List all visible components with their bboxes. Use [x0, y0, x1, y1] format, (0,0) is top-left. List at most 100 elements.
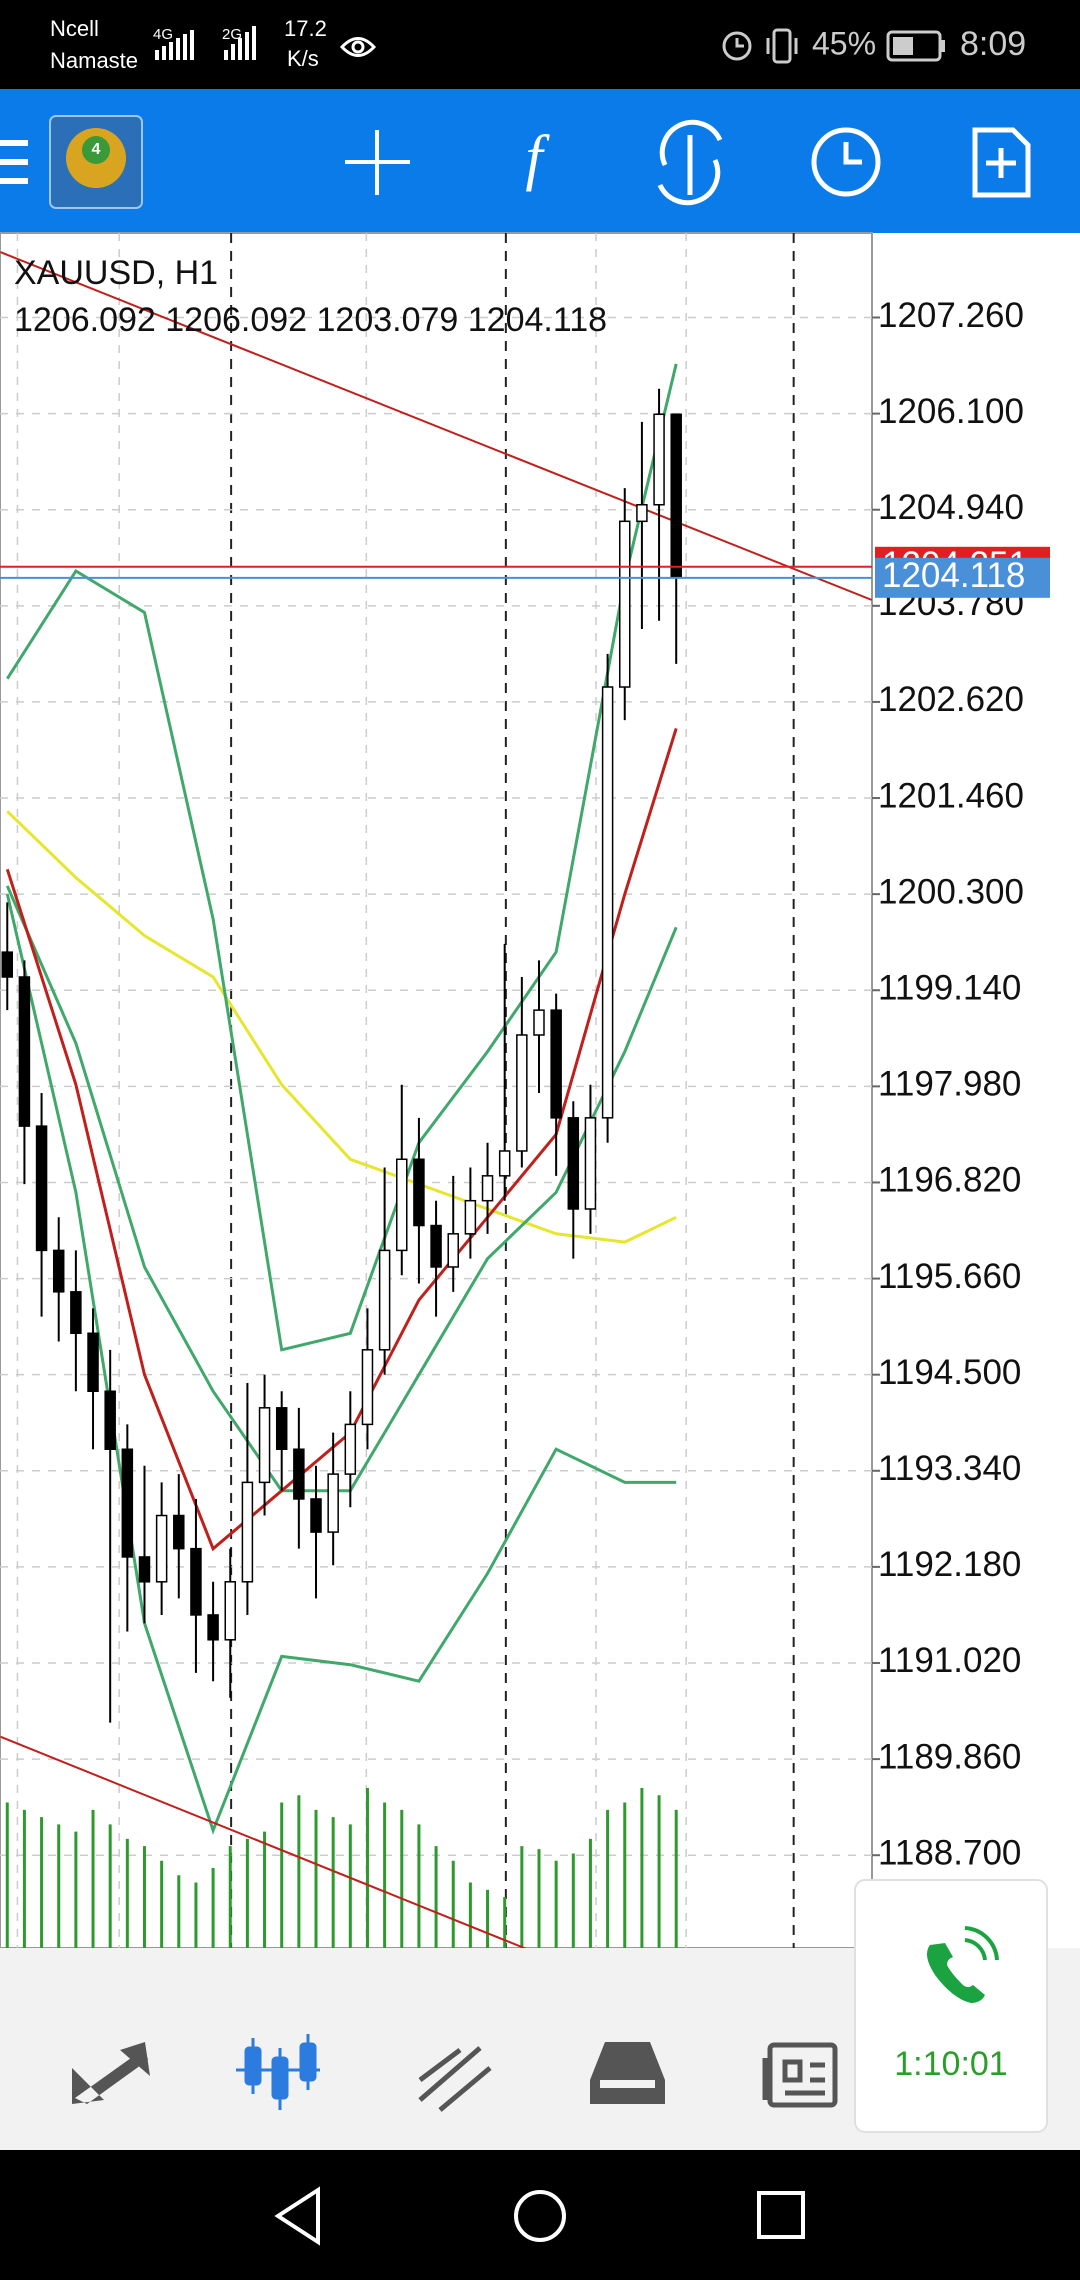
- y-tick-label: 1192.180: [878, 1545, 1021, 1584]
- candle-body: [310, 1498, 322, 1533]
- status-bar: [0, 0, 1080, 89]
- system-nav: [0, 2150, 1080, 2280]
- new-order-button[interactable]: [972, 127, 1031, 198]
- candle-body: [670, 413, 682, 579]
- ohlc-label: 1206.092 1206.092 1203.079 1204.118: [14, 301, 607, 339]
- system-nav-buttons[interactable]: [274, 2186, 805, 2246]
- candle-body: [155, 1514, 168, 1583]
- candle-body: [430, 1224, 442, 1268]
- candle-body: [35, 1125, 48, 1252]
- crosshair-button[interactable]: [345, 130, 410, 195]
- y-tick-label: 1207.260: [878, 296, 1024, 335]
- plot-content: [0, 233, 872, 1948]
- candle-body: [447, 1233, 459, 1268]
- net-type: 2G: [222, 26, 242, 43]
- plot-background: [0, 232, 873, 1949]
- trendline: [0, 251, 872, 601]
- indicator-line: [6, 363, 678, 1352]
- candle-body: [104, 1390, 116, 1450]
- carrier2: Namaste: [50, 48, 138, 73]
- call-timer: 1:10:01: [894, 2045, 1007, 2083]
- candle-body: [533, 1009, 545, 1036]
- trendline: [0, 1735, 527, 1948]
- candle-body: [413, 1158, 425, 1227]
- call-icon: [926, 1943, 985, 2003]
- candle-body: [327, 1473, 339, 1533]
- net-type: 4G: [153, 26, 173, 43]
- indicator-line: [6, 810, 677, 1244]
- candle-body: [516, 1034, 528, 1152]
- history-tab[interactable]: [590, 2042, 665, 2104]
- app-icon[interactable]: 4: [49, 115, 143, 209]
- call-icon-waves: [964, 1926, 999, 1961]
- candle-body: [207, 1614, 219, 1641]
- candle-body: [18, 976, 31, 1127]
- candle-body: [653, 413, 665, 506]
- svg-text:4: 4: [92, 141, 101, 158]
- bid-label: 1204.118: [882, 556, 1025, 595]
- y-tick-label: 1196.820: [878, 1161, 1021, 1200]
- candle-body: [190, 1547, 202, 1616]
- candle-body: [1, 951, 14, 978]
- carrier: Ncell: [50, 16, 99, 41]
- menu-button[interactable]: [0, 140, 28, 184]
- news-tab[interactable]: [762, 2042, 838, 2108]
- candle-body: [481, 1175, 494, 1202]
- candle-body: [241, 1481, 254, 1583]
- y-tick-label: 1188.700: [878, 1833, 1021, 1872]
- trade-tab[interactable]: [418, 2046, 492, 2112]
- bid-label-box: [875, 557, 1050, 598]
- alarm-vibrate-icons: [722, 28, 798, 64]
- y-tick-label: 1191.020: [878, 1641, 1021, 1680]
- candle-body: [361, 1349, 374, 1426]
- candle-body: [138, 1556, 151, 1583]
- net-speed-unit: K/s: [287, 46, 319, 71]
- candle-body: [378, 1249, 391, 1351]
- symbol-label: XAUUSD, H1: [14, 254, 218, 292]
- y-tick-label: 1202.620: [878, 680, 1024, 719]
- candle-body: [121, 1448, 134, 1558]
- y-tick-label: 1200.300: [878, 872, 1024, 911]
- candle-body: [396, 1158, 408, 1252]
- quotes-tab[interactable]: [72, 2042, 150, 2104]
- candle-body: [584, 1117, 597, 1210]
- y-tick-label: 1206.100: [878, 392, 1024, 431]
- net-speed: 17.2: [284, 16, 327, 41]
- candle-body: [87, 1332, 99, 1392]
- y-tick-label: 1204.940: [878, 488, 1024, 527]
- y-tick-label: 1199.140: [878, 969, 1021, 1008]
- candle-body: [636, 503, 648, 523]
- clock: 8:09: [960, 25, 1026, 63]
- candle-body: [619, 520, 631, 688]
- candle-body: [464, 1199, 477, 1235]
- toolbar: [0, 89, 1080, 233]
- candle-body: [173, 1514, 185, 1550]
- timeframe-button[interactable]: [811, 127, 881, 197]
- y-tick-label: 1197.980: [878, 1065, 1021, 1104]
- battery-icon: [886, 30, 945, 62]
- battery-level: 45%: [812, 25, 876, 61]
- candle-body: [293, 1448, 305, 1500]
- candle-body: [224, 1581, 237, 1641]
- candle-body: [601, 686, 614, 1119]
- y-tick-label: 1189.860: [878, 1737, 1021, 1776]
- candle-body: [275, 1407, 288, 1450]
- candle-body: [70, 1291, 82, 1335]
- candle-body: [567, 1117, 580, 1210]
- candle-body: [258, 1407, 271, 1484]
- candle-body: [52, 1249, 65, 1293]
- signal-icons: [155, 26, 256, 60]
- y-tick-label: 1195.660: [878, 1257, 1021, 1296]
- chart-tab[interactable]: [236, 2034, 320, 2110]
- y-tick-label: 1193.340: [878, 1449, 1021, 1488]
- candle-body: [344, 1423, 357, 1475]
- candle-body: [498, 1150, 511, 1177]
- y-tick-label: 1194.500: [878, 1353, 1021, 1392]
- trade-button[interactable]: [657, 119, 723, 206]
- chart-area: 1207.2601206.1001204.9401203.7801202.620…: [0, 232, 1050, 1991]
- candle-body: [550, 1009, 562, 1119]
- y-tick-label: 1201.460: [878, 776, 1024, 815]
- call-widget[interactable]: [854, 1879, 1048, 2133]
